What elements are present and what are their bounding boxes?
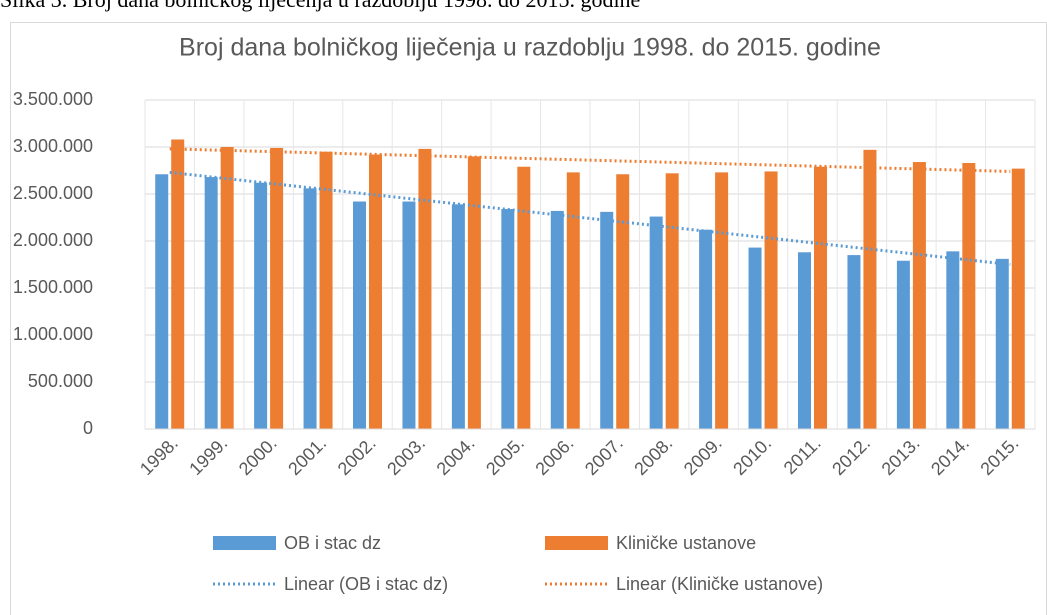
bar <box>501 209 515 429</box>
bar <box>319 151 333 429</box>
y-tick-label: 2.000.000 <box>13 230 93 250</box>
bar <box>600 211 614 429</box>
trendline <box>169 147 1011 173</box>
y-tick-label: 500.000 <box>28 371 93 391</box>
y-tick-label: 1.500.000 <box>13 277 93 297</box>
bar <box>550 210 564 429</box>
y-tick-label: 3.500.000 <box>13 89 93 109</box>
bar <box>995 258 1009 429</box>
bar <box>1011 168 1025 429</box>
bar <box>863 149 877 429</box>
bar <box>896 260 910 429</box>
bar <box>798 252 811 429</box>
bar <box>946 251 960 429</box>
bar <box>962 162 976 430</box>
y-tick-label: 0 <box>83 418 93 438</box>
bar <box>517 166 531 430</box>
bar <box>715 172 729 429</box>
bar <box>369 154 382 429</box>
caption: Slika 3. Broj dana bolničkog liječenja u… <box>0 0 640 12</box>
bar <box>748 247 762 429</box>
bar <box>649 216 663 429</box>
bar <box>566 172 580 429</box>
legend-label: Linear (OB i stac dz) <box>284 574 448 594</box>
legend-label: OB i stac dz <box>284 533 381 553</box>
bar <box>467 156 481 429</box>
bar <box>451 204 465 429</box>
legend-label: Linear (Kliničke ustanove) <box>616 574 823 594</box>
bar <box>171 139 185 430</box>
bar <box>814 166 827 430</box>
bar <box>402 201 416 429</box>
bar <box>204 177 218 429</box>
legend-swatch <box>213 536 276 550</box>
bar <box>699 229 713 429</box>
bar <box>847 255 861 429</box>
legend-swatch <box>545 536 608 550</box>
bar <box>418 148 432 429</box>
bar <box>220 147 234 429</box>
bar <box>616 174 630 429</box>
bar <box>764 171 778 429</box>
bar <box>665 173 679 429</box>
bar <box>912 162 926 430</box>
legend-label: Kliničke ustanove <box>616 533 756 553</box>
bar <box>270 147 284 429</box>
trendline <box>169 170 1011 266</box>
y-tick-label: 2.500.000 <box>13 183 93 203</box>
bar <box>303 188 317 429</box>
bar <box>353 201 366 429</box>
bar <box>254 182 268 429</box>
chart-title: Broj dana bolničkog liječenja u razdoblj… <box>179 34 881 62</box>
bar <box>155 174 169 429</box>
y-tick-label: 1.000.000 <box>13 324 93 344</box>
y-tick-label: 3.000.000 <box>13 136 93 156</box>
